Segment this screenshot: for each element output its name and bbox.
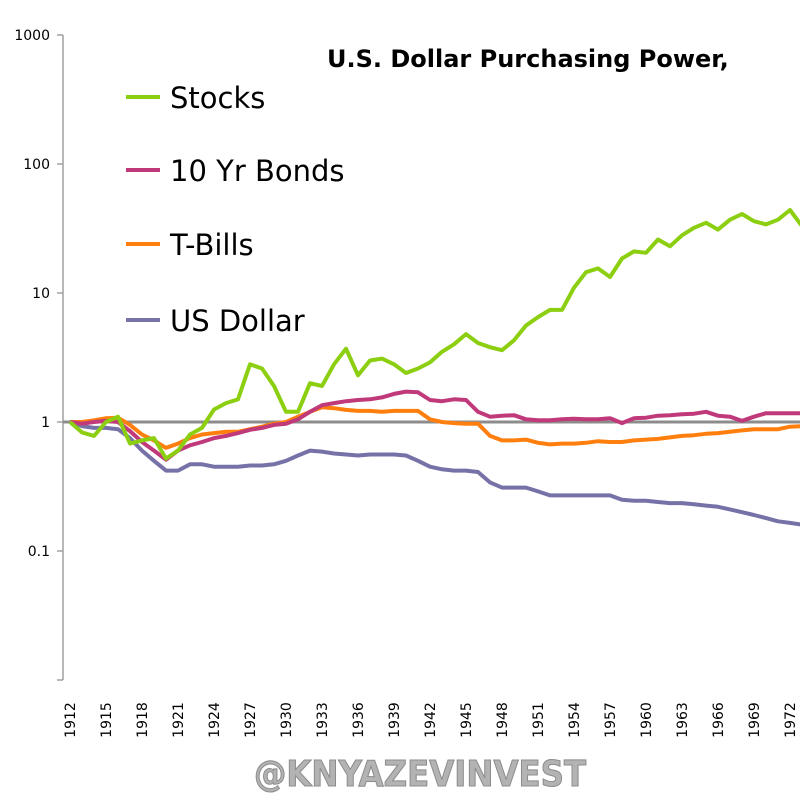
x-tick-label: 1963 [675, 702, 691, 738]
x-tick-label: 1972 [783, 702, 799, 738]
legend-label: US Dollar [170, 304, 305, 338]
x-tick-label: 1966 [711, 702, 727, 738]
series-line-stocks [68, 208, 800, 461]
x-tick-label: 1930 [279, 702, 295, 738]
x-tick-label: 1918 [135, 702, 151, 738]
y-tick-label: 0.1 [28, 544, 50, 560]
x-tick-label: 1969 [747, 702, 763, 738]
x-tick-label: 1912 [63, 702, 79, 738]
x-tick-label: 1945 [459, 702, 475, 738]
x-tick-label: 1921 [171, 702, 187, 738]
x-tick-label: 1924 [207, 702, 223, 738]
series-line-us-dollar [69, 420, 800, 527]
x-tick-label: 1951 [531, 702, 547, 738]
x-tick-label: 1957 [603, 702, 619, 738]
x-tick-label: 1954 [567, 702, 583, 738]
series-line-10-yr-bonds [69, 389, 800, 462]
legend-label: Stocks [170, 81, 265, 115]
series-lines [68, 208, 800, 527]
x-tick-label: 1942 [423, 702, 439, 738]
legend-label: T-Bills [169, 228, 254, 262]
y-tick-label: 1 [41, 415, 50, 431]
x-tick-label: 1939 [387, 702, 403, 738]
x-tick-label: 1927 [243, 702, 259, 738]
watermark: @KNYAZEVINVEST [254, 754, 586, 795]
legend-label: 10 Yr Bonds [170, 154, 345, 188]
legend: Stocks 10 Yr Bonds T-Bills US Dollar [126, 81, 345, 338]
x-axis-ticks: 1912 1915 1918 1921 1924 1927 1930 1933 1936 1939… [63, 702, 799, 738]
series-line-t-bills [70, 405, 800, 450]
x-tick-label: 1936 [351, 702, 367, 738]
y-tick-label: 1000 [14, 28, 50, 44]
x-tick-label: 1915 [99, 702, 115, 738]
y-tick-label: 100 [23, 157, 50, 173]
x-tick-label: 1948 [495, 702, 511, 738]
y-tick-label: 10 [32, 286, 50, 302]
x-tick-label: 1960 [639, 702, 655, 738]
y-axis-ticks: 1000 100 10 1 0.1 [14, 28, 63, 681]
chart-title: U.S. Dollar Purchasing Power, [327, 45, 729, 73]
x-tick-label: 1933 [315, 702, 331, 738]
